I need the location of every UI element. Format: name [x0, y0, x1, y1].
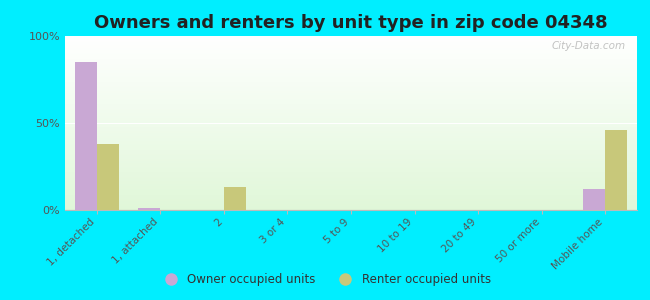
- Bar: [583, 189, 605, 210]
- Title: Owners and renters by unit type in zip code 04348: Owners and renters by unit type in zip c…: [94, 14, 608, 32]
- Bar: [75, 62, 97, 210]
- Text: City-Data.com: City-Data.com: [551, 41, 625, 51]
- Bar: [138, 208, 161, 210]
- Bar: [97, 144, 119, 210]
- Bar: [224, 188, 246, 210]
- Legend: Owner occupied units, Renter occupied units: Owner occupied units, Renter occupied un…: [154, 269, 496, 291]
- Bar: [605, 130, 627, 210]
